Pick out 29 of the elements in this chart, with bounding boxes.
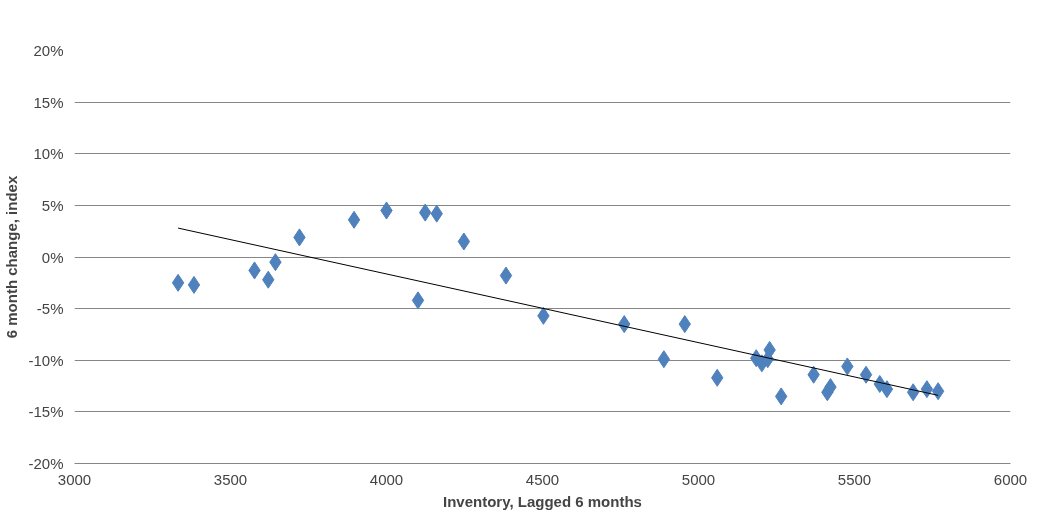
y-tick-label: -10% [28, 351, 64, 369]
y-axis-title: 6 month change, index [3, 175, 21, 339]
x-axis-title: Inventory, Lagged 6 months [443, 492, 642, 510]
y-tick-label: -20% [28, 455, 64, 472]
y-tick-label: 15% [33, 93, 64, 111]
x-tick-label: 4500 [525, 470, 560, 488]
y-tick-label: 20% [33, 42, 64, 59]
x-tick-label: 4000 [369, 470, 404, 488]
point [347, 210, 361, 229]
x-tick-label: 5000 [681, 470, 716, 488]
point [499, 266, 513, 285]
point [859, 365, 873, 384]
point [457, 232, 471, 251]
point [411, 291, 425, 310]
y-tick-label: -15% [28, 403, 64, 421]
y-tick-label: 5% [41, 196, 64, 214]
x-tick-label: 3500 [213, 470, 248, 488]
y-tick-label: -5% [36, 300, 64, 318]
x-tick-label: 6000 [993, 470, 1028, 488]
x-tick-label: 3000 [57, 470, 92, 488]
point [657, 350, 671, 369]
point [880, 380, 894, 399]
point [931, 382, 945, 401]
point [187, 275, 201, 294]
point [920, 380, 934, 399]
y-tick-label: 10% [33, 145, 64, 163]
y-tick-label: 0% [41, 248, 64, 266]
point [171, 273, 185, 292]
x-tick-label: 5500 [837, 470, 872, 488]
